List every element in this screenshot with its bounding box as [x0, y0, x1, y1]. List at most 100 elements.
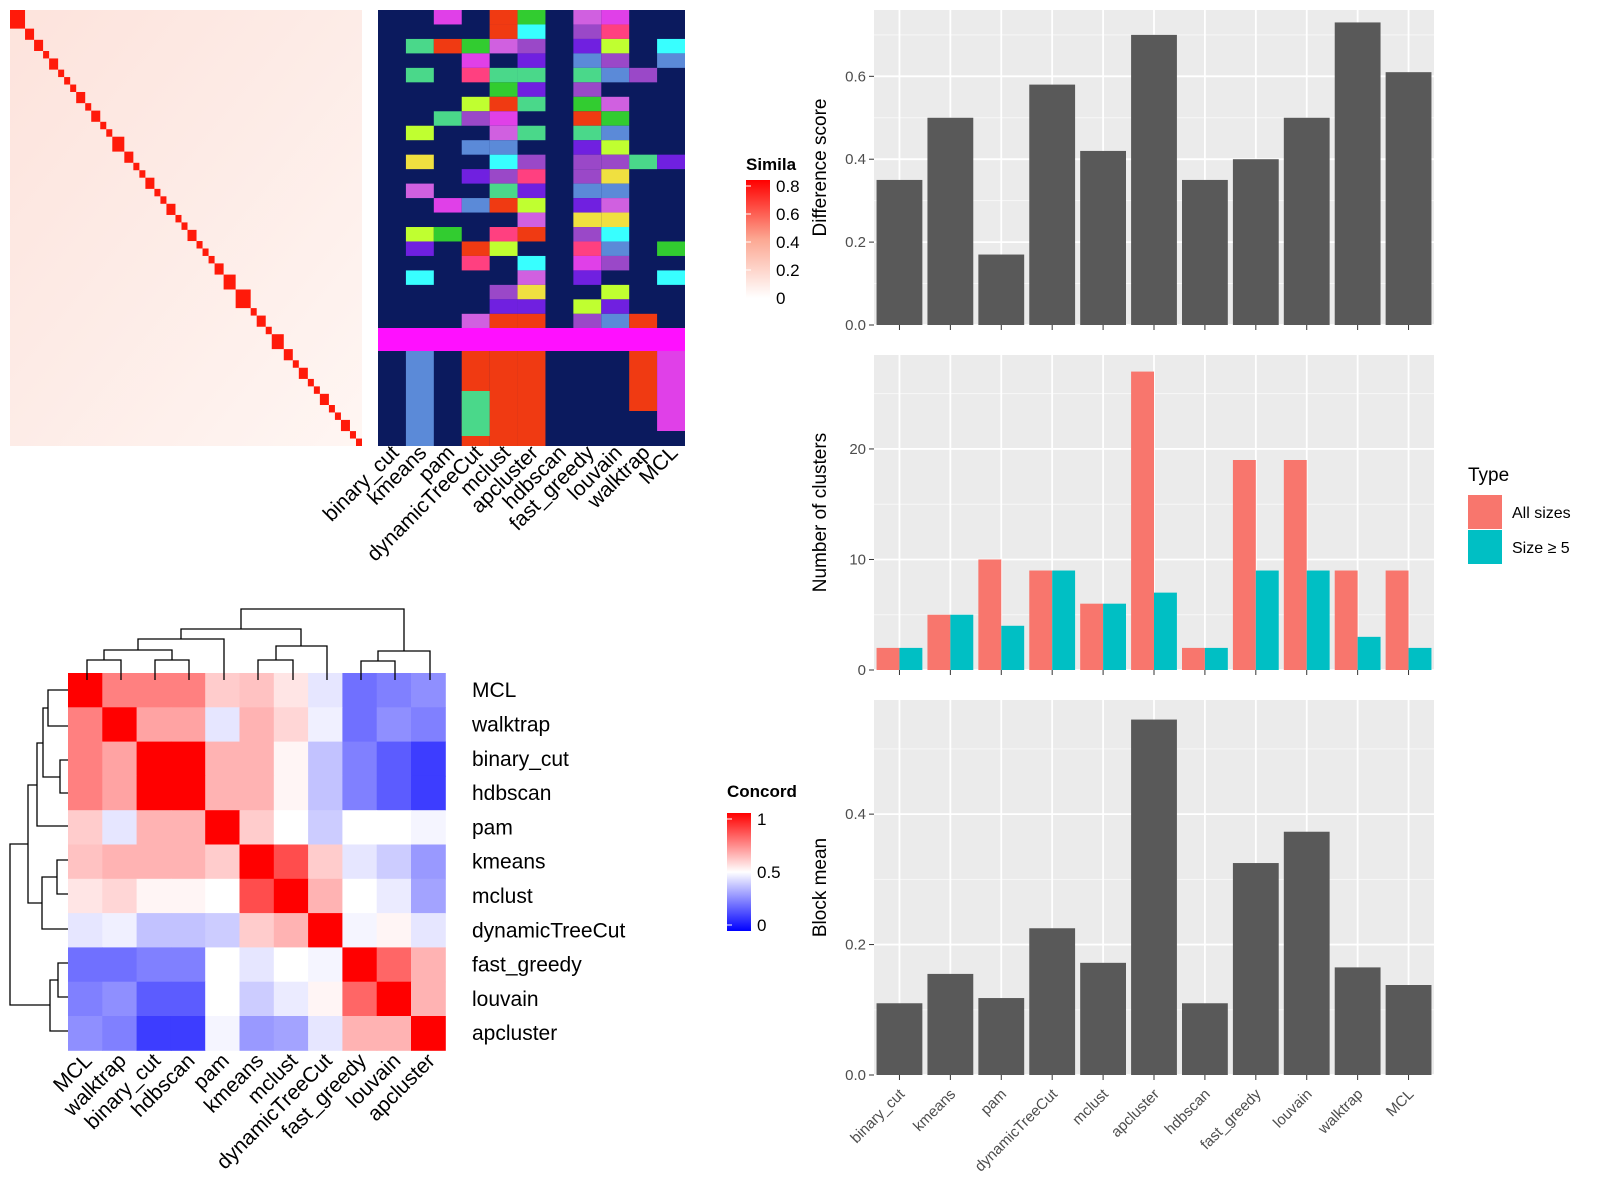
- annotation-cell: [405, 227, 434, 242]
- concordance-row-label: fast_greedy: [472, 954, 582, 977]
- annotation-cell: [517, 67, 546, 83]
- concordance-cell: [170, 878, 206, 914]
- annotation-cell: [573, 169, 602, 184]
- concordance-cell: [342, 913, 378, 948]
- legend-key: [1468, 495, 1502, 529]
- y-tick-label: 0.2: [845, 234, 866, 251]
- bar-allsizes: [876, 647, 900, 670]
- concordance-cell: [376, 673, 412, 708]
- concordance-cell: [136, 741, 172, 777]
- type-legend: Type All sizes Size ≥ 5: [1468, 465, 1571, 564]
- annotation-cell: [657, 53, 685, 68]
- concordance-cell: [411, 947, 446, 983]
- concordance-cell: [411, 673, 446, 708]
- concordance-cell: [342, 1016, 378, 1051]
- bar: [978, 254, 1025, 325]
- similarity-block: [70, 84, 77, 92]
- concordance-legend: Concord 1 0.5 0: [727, 782, 797, 935]
- bar: [1029, 928, 1076, 1075]
- bar: [1182, 179, 1228, 325]
- annotation-cell: [517, 169, 546, 184]
- concordance-cell: [376, 707, 412, 743]
- concordance-row-label: dynamicTreeCut: [472, 919, 625, 942]
- concordance-cell: [411, 707, 446, 743]
- annotation-cell: [405, 183, 434, 199]
- concordance-cell: [205, 775, 240, 811]
- annotation-cell: [629, 351, 658, 411]
- bar-size: [899, 647, 923, 670]
- annotation-cell: [601, 111, 630, 126]
- concordance-cell: [239, 741, 275, 777]
- concordance-cell: [136, 707, 172, 743]
- annotation-cell: [573, 183, 602, 199]
- concordance-cell: [136, 810, 172, 845]
- annotation-cell: [657, 241, 685, 256]
- similarity-legend-tick-label: 0.6: [776, 205, 800, 224]
- similarity-block: [319, 393, 329, 406]
- concordance-cell: [342, 707, 378, 743]
- concordance-cell: [205, 673, 240, 708]
- bar: [1232, 863, 1279, 1075]
- x-tick-label: kmeans: [910, 1086, 959, 1135]
- similarity-legend-colorbar: [746, 180, 770, 298]
- concordance-cell: [205, 707, 240, 743]
- concordance-cell: [308, 878, 343, 914]
- cluster-annotation-columns: [378, 10, 685, 446]
- annotation-cell: [517, 24, 546, 39]
- concordance-cell: [411, 844, 446, 880]
- y-tick-label: 0.0: [845, 1067, 866, 1084]
- similarity-block: [49, 58, 59, 70]
- concordance-cell: [205, 844, 240, 880]
- concordance-cell: [376, 810, 412, 845]
- similarity-block: [256, 315, 266, 327]
- bar: [1283, 831, 1330, 1075]
- concordance-cell: [170, 775, 206, 811]
- annotation-cell: [601, 154, 630, 170]
- left-dendrogram: [9, 689, 68, 1032]
- legend-label: All sizes: [1512, 505, 1571, 522]
- bar-size: [1408, 647, 1432, 670]
- annotation-cell: [601, 227, 630, 242]
- concordance-cell: [170, 673, 206, 708]
- similarity-block: [10, 10, 26, 29]
- similarity-block: [181, 222, 188, 230]
- concordance-row-label: MCL: [472, 679, 516, 702]
- similarity-block: [334, 412, 341, 420]
- annotation-cell: [489, 82, 518, 97]
- annotation-cell: [489, 284, 518, 300]
- annotation-cell: [573, 96, 602, 112]
- concordance-cell: [376, 1016, 412, 1051]
- bar-size: [1103, 603, 1126, 670]
- annotation-cell: [517, 53, 546, 68]
- concordance-cell: [411, 810, 446, 845]
- annotation-cell: [573, 111, 602, 126]
- annotation-cell: [489, 140, 518, 155]
- similarity-block: [25, 28, 35, 40]
- annotation-cell: [573, 154, 602, 170]
- concordance-cell: [411, 741, 446, 777]
- bar: [1029, 84, 1076, 326]
- concordance-cell: [342, 947, 378, 983]
- annotation-cell: [489, 111, 518, 126]
- similarity-block: [298, 367, 308, 379]
- annotation-cell: [657, 351, 685, 431]
- annotation-cell: [573, 299, 602, 314]
- bar: [1385, 985, 1432, 1075]
- concordance-cell: [205, 1016, 240, 1051]
- difference-score-panel: 0.0 0.2 0.4 0.6 Difference score: [810, 10, 1434, 334]
- concordance-cell: [342, 981, 378, 1017]
- annotation-cell: [601, 67, 630, 83]
- annotation-cell: [405, 67, 434, 83]
- concordance-legend-tick-label: 0.5: [757, 863, 781, 882]
- annotation-cell: [461, 241, 490, 256]
- concordance-row-label: binary_cut: [472, 748, 569, 771]
- similarity-block: [139, 170, 146, 178]
- similarity-block: [166, 203, 176, 215]
- bar-allsizes: [1232, 460, 1256, 670]
- x-tick-label: mclust: [1069, 1085, 1112, 1128]
- concordance-cell: [102, 1016, 138, 1051]
- concordance-row-label: louvain: [472, 988, 539, 1011]
- concordance-cell: [273, 1016, 309, 1051]
- concordance-cell: [68, 707, 103, 743]
